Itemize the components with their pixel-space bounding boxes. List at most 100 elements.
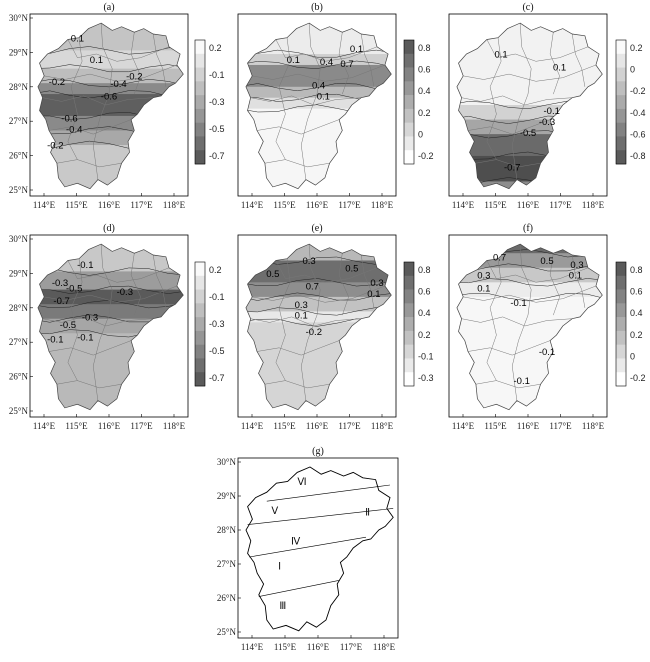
lon-tick-label: 114°E xyxy=(33,200,56,210)
panel-label: (f) xyxy=(523,223,533,234)
region-label: Ⅱ xyxy=(365,508,370,519)
lon-tick-label: 117°E xyxy=(130,200,153,210)
contour-label: 0.3 xyxy=(302,256,315,267)
lon-tick-label: 117°E xyxy=(549,200,572,210)
region-panel: (g) 30°N 29°N 28°N 27°N 26°N 25°N 114°E 115°E 116… xyxy=(217,446,399,652)
colorbar: 0.8 0.6 0.4 0.2 0 -0.2 xyxy=(403,39,434,165)
lat-tick-label: 28°N xyxy=(9,82,29,92)
colorbar-tick-label: 0 xyxy=(418,129,423,139)
panel-label: (e) xyxy=(311,223,322,234)
contour-label: 0.1 xyxy=(569,271,582,282)
lon-tick-label: 115°E xyxy=(273,421,296,431)
contour-label: -0.5 xyxy=(60,320,76,331)
colorbar-tick-label: -0.1 xyxy=(418,351,434,361)
contour-label: -0.3 xyxy=(117,287,133,298)
lon-tick-label: 114°E xyxy=(33,421,56,431)
region-label: Ⅲ xyxy=(279,601,286,612)
map-panel: (c)114°E 115°E 116°E 117°E 118°E0.10.1-0.1-0… xyxy=(448,2,646,210)
colorbar-tick-label: 0.8 xyxy=(630,265,643,275)
lat-tick-label: 25°N xyxy=(217,627,237,637)
contour-label: 0.7 xyxy=(306,282,319,293)
lon-tick-label: 114°E xyxy=(452,200,475,210)
lon-tick-label: 117°E xyxy=(130,421,153,431)
lon-tick-label: 116°E xyxy=(517,200,540,210)
panel-label: (c) xyxy=(522,2,533,13)
lat-tick-label: 26°N xyxy=(9,151,29,161)
colorbar-tick-label: -0.5 xyxy=(209,124,225,134)
lat-tick-label: 29°N xyxy=(217,491,237,501)
map-panel: (d) 30°N 29°N 28°N 27°N 26°N 25°N 114°E 115°E 116… xyxy=(9,223,225,431)
lon-tick-label: 117°E xyxy=(338,421,361,431)
lon-tick-label: 116°E xyxy=(307,642,330,652)
colorbar-tick-label: -0.7 xyxy=(209,151,225,161)
region-divider xyxy=(249,536,367,558)
lon-tick-label: 114°E xyxy=(452,421,475,431)
lon-tick-label: 117°E xyxy=(340,642,363,652)
contour-label: 0.5 xyxy=(540,256,553,267)
contour-label: -0.7 xyxy=(504,163,520,174)
contour-label: 0.1 xyxy=(477,283,490,294)
lat-tick-label: 29°N xyxy=(9,268,29,278)
lon-tick-label: 115°E xyxy=(65,421,88,431)
contour-label: -0.5 xyxy=(520,128,536,139)
contour-label: -0.4 xyxy=(110,79,126,90)
colorbar-tick-label: -0.5 xyxy=(209,346,225,356)
colorbar-tick-label: -0.2 xyxy=(418,151,434,161)
colorbar-tick-label: -0.2 xyxy=(630,373,646,383)
lon-tick-label: 118°E xyxy=(582,421,605,431)
lat-tick-label: 29°N xyxy=(9,47,29,57)
colorbar: 0.2 -0.1 -0.3 -0.5 -0.7 xyxy=(194,39,225,165)
colorbar-tick-label: -0.3 xyxy=(418,373,434,383)
lon-tick-label: 115°E xyxy=(273,200,296,210)
region-divider xyxy=(266,484,391,502)
province-outline xyxy=(37,22,184,190)
contour-label: 0.4 xyxy=(312,81,325,92)
lat-tick-label: 30°N xyxy=(9,13,29,23)
lon-tick-label: 114°E xyxy=(241,200,264,210)
contour-label: 0.7 xyxy=(493,253,506,264)
contour-label: -0.3 xyxy=(539,117,555,128)
colorbar-tick-label: 0.8 xyxy=(418,43,431,53)
contour-label: -0.3 xyxy=(82,313,98,324)
lat-tick-label: 28°N xyxy=(9,303,29,313)
lon-tick-label: 114°E xyxy=(241,421,264,431)
contour-label: 0.5 xyxy=(345,263,358,274)
lat-tick-label: 28°N xyxy=(217,525,237,535)
contour-label: 0.1 xyxy=(287,55,300,66)
lon-tick-label: 116°E xyxy=(98,200,121,210)
contour-label: 0.1 xyxy=(90,55,103,66)
lon-tick-label: 116°E xyxy=(306,200,329,210)
contour-label: -0.1 xyxy=(510,298,526,309)
contour-label: -0.1 xyxy=(47,334,63,345)
contour-label: -0.2 xyxy=(49,77,65,88)
colorbar-tick-label: 0.8 xyxy=(418,265,431,275)
lat-tick-label: 27°N xyxy=(217,559,237,569)
colorbar-tick-label: 0.4 xyxy=(418,86,431,96)
colorbar: 0.2 0 -0.2 -0.4 -0.6 -0.8 xyxy=(615,39,646,165)
lon-tick-label: 116°E xyxy=(98,421,121,431)
colorbar-tick-label: 0 xyxy=(630,351,635,361)
contour-label: 0.1 xyxy=(295,311,308,322)
contour-label: -0.2 xyxy=(47,141,63,152)
lon-tick-label: 118°E xyxy=(582,200,605,210)
colorbar-tick-label: 0 xyxy=(630,65,635,75)
contour-label: -0.3 xyxy=(52,278,68,289)
lon-tick-label: 118°E xyxy=(373,642,396,652)
contour-label: -0.1 xyxy=(539,347,555,358)
lon-tick-label: 116°E xyxy=(517,421,540,431)
province-outline xyxy=(245,22,392,190)
lon-tick-label: 118°E xyxy=(163,421,186,431)
panel-label: (b) xyxy=(311,2,323,13)
lon-tick-label: 115°E xyxy=(274,642,297,652)
colorbar-tick-label: 0.2 xyxy=(630,330,643,340)
colorbar-tick-label: -0.2 xyxy=(630,86,646,96)
colorbar-tick-label: 0.6 xyxy=(418,287,431,297)
colorbar-tick-label: 0.2 xyxy=(209,43,222,53)
shaded-field xyxy=(37,244,184,410)
region-label: Ⅵ xyxy=(297,477,306,488)
colorbar-tick-label: -0.1 xyxy=(209,70,225,80)
lat-tick-label: 25°N xyxy=(9,406,29,416)
contour-label: -0.6 xyxy=(101,92,117,103)
contour-label: 0.3 xyxy=(477,271,490,282)
lat-tick-label: 30°N xyxy=(9,234,29,244)
